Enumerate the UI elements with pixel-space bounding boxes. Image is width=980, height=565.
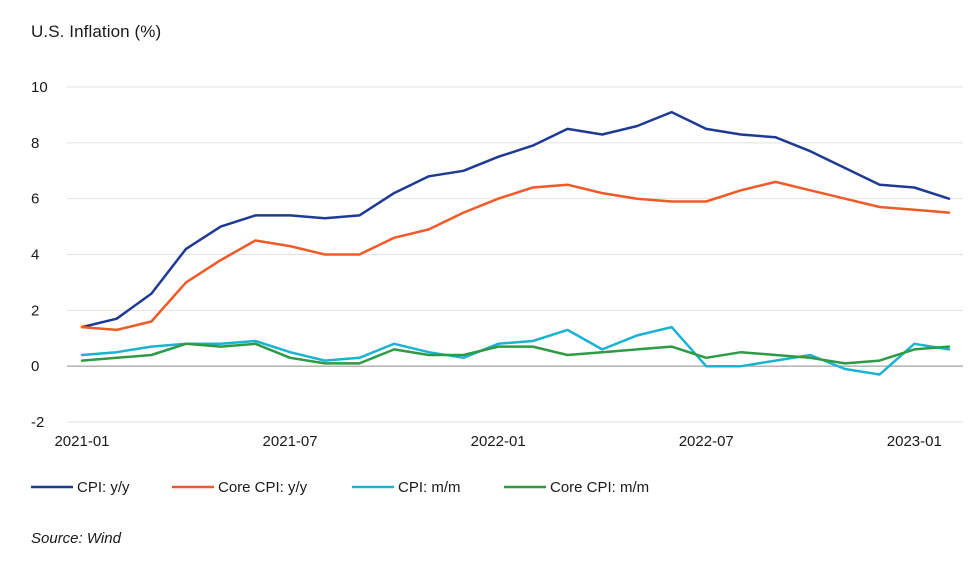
x-tick-label: 2021-01 — [54, 433, 109, 450]
legend: CPI: y/y Core CPI: y/y CPI: m/m Core CPI: m… — [31, 479, 649, 496]
x-tick-label: 2023-01 — [887, 433, 942, 450]
x-axis: 2021-01 2021-07 2022-01 2022-07 2023-01 — [54, 365, 963, 450]
x-tick-label: 2021-07 — [263, 433, 318, 450]
gridlines — [67, 86, 963, 423]
series-line-cpi-m-m — [80, 325, 951, 376]
y-tick-label: 10 — [31, 79, 48, 96]
legend-label: Core CPI: m/m — [550, 479, 649, 496]
legend-label: Core CPI: y/y — [218, 479, 308, 496]
source-note: Source: Wind — [31, 530, 121, 547]
y-tick-label: 4 — [31, 247, 39, 264]
y-axis-ticks: -2 0 2 4 6 8 10 — [31, 79, 48, 431]
y-tick-label: 6 — [31, 191, 39, 208]
y-tick-label: -2 — [31, 414, 44, 431]
series-line-core-cpi-y-y — [80, 180, 951, 332]
legend-label: CPI: m/m — [398, 479, 461, 496]
x-tick-label: 2022-01 — [471, 433, 526, 450]
y-tick-label: 2 — [31, 302, 39, 319]
series-line-core-cpi-m-m — [80, 342, 951, 365]
series-lines — [80, 110, 951, 376]
x-tick-label: 2022-07 — [679, 433, 734, 450]
chart-title: U.S. Inflation (%) — [31, 22, 162, 41]
legend-label: CPI: y/y — [77, 479, 130, 496]
y-tick-label: 0 — [31, 358, 39, 375]
series-line-cpi-y-y — [80, 110, 951, 329]
y-tick-label: 8 — [31, 135, 39, 152]
